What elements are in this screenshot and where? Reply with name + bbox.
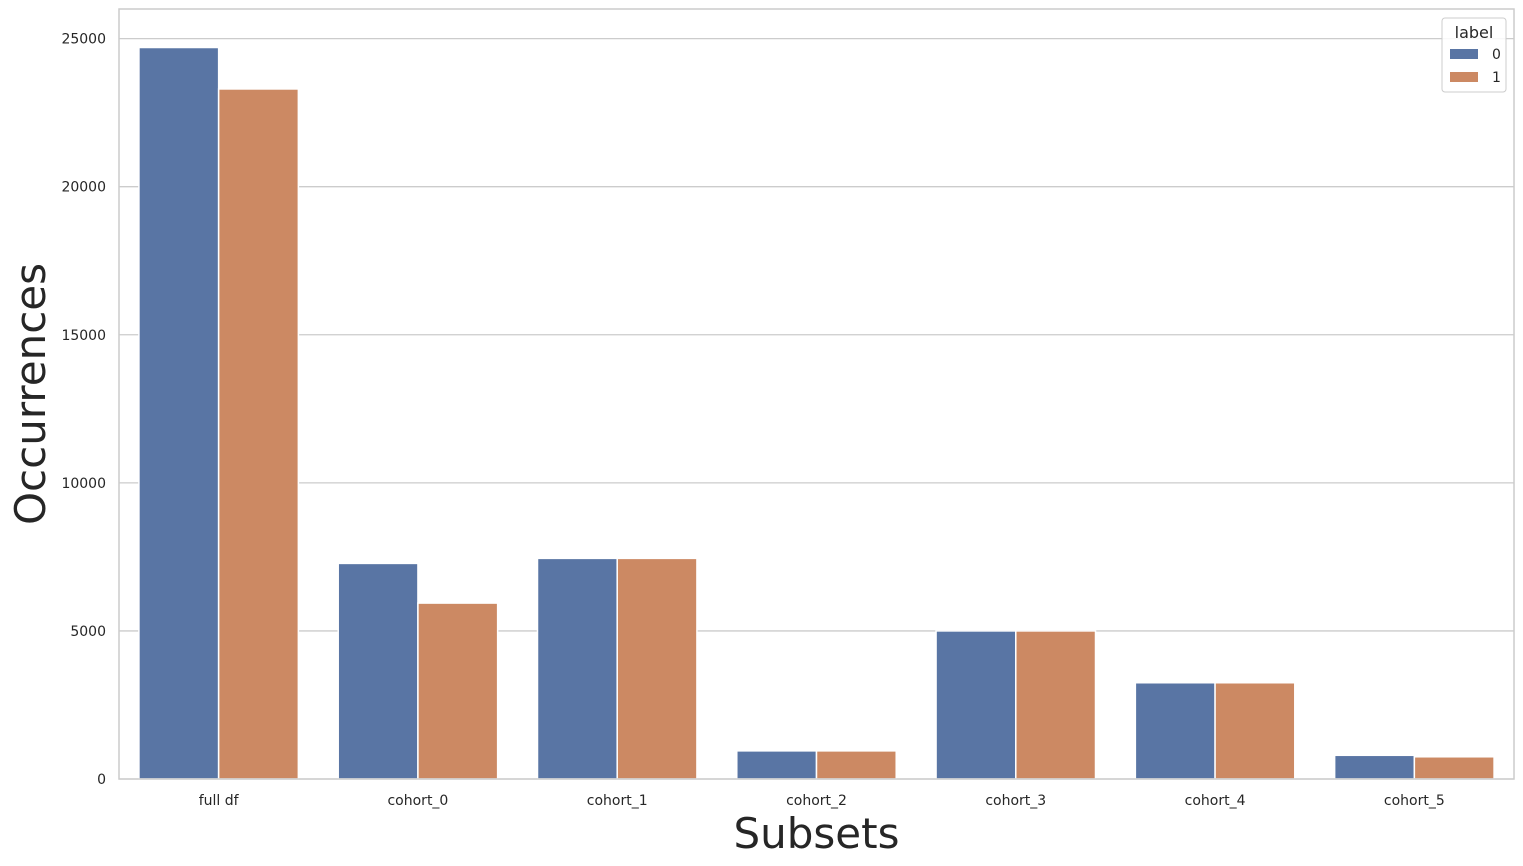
- bar-cohort_2-label-0: [736, 750, 818, 780]
- y-axis-title: Occurrences: [6, 263, 55, 525]
- x-tick-labels: full df cohort_0 cohort_1 cohort_2 cohort_3 c…: [199, 793, 1445, 809]
- x-tick-label: cohort_5: [1384, 793, 1445, 809]
- x-tick-label: cohort_4: [1185, 793, 1246, 809]
- x-tick-label: cohort_0: [387, 793, 448, 809]
- bar-cohort_1-label-1: [616, 557, 698, 780]
- legend-swatch: [1450, 72, 1478, 82]
- y-gridlines: [119, 37, 1514, 780]
- y-tick-label: 25000: [61, 32, 106, 48]
- bar-full-df-label-0: [138, 46, 220, 780]
- bars: [138, 46, 1495, 780]
- y-tick-label: 5000: [70, 624, 106, 640]
- x-tick-label: cohort_1: [587, 793, 648, 809]
- x-tick-label: cohort_3: [985, 793, 1046, 809]
- bar-cohort_0-label-1: [417, 602, 499, 780]
- bar-cohort_4-label-0: [1134, 682, 1216, 780]
- x-tick-label: full df: [199, 793, 240, 809]
- bar-cohort_4-label-1: [1214, 682, 1296, 780]
- y-tick-label: 10000: [61, 476, 106, 492]
- bar-cohort_5-label-0: [1333, 754, 1416, 780]
- legend-items: 01: [1450, 47, 1501, 86]
- bar-full-df-label-1: [217, 88, 300, 780]
- plot-frame: [118, 8, 1515, 780]
- bar-cohort_1-label-0: [536, 557, 618, 780]
- legend-swatch: [1450, 49, 1478, 59]
- bar-cohort_2-label-1: [815, 750, 897, 780]
- y-tick-label: 20000: [61, 180, 106, 196]
- bar-cohort_3-label-0: [935, 630, 1017, 780]
- y-tick-labels: 0 5000 10000 15000 20000 25000: [61, 32, 106, 788]
- x-axis-title: Subsets: [733, 809, 899, 858]
- y-tick-label: 15000: [61, 328, 106, 344]
- legend: label 01: [1441, 17, 1507, 93]
- x-tick-label: cohort_2: [786, 793, 847, 809]
- legend-title: label: [1455, 23, 1494, 42]
- bar-cohort_5-label-1: [1413, 756, 1495, 780]
- bar-cohort_0-label-0: [337, 562, 419, 780]
- legend-label: 0: [1492, 47, 1501, 63]
- legend-label: 1: [1492, 70, 1501, 86]
- bar-cohort_3-label-1: [1015, 630, 1097, 780]
- y-tick-label: 0: [97, 772, 106, 788]
